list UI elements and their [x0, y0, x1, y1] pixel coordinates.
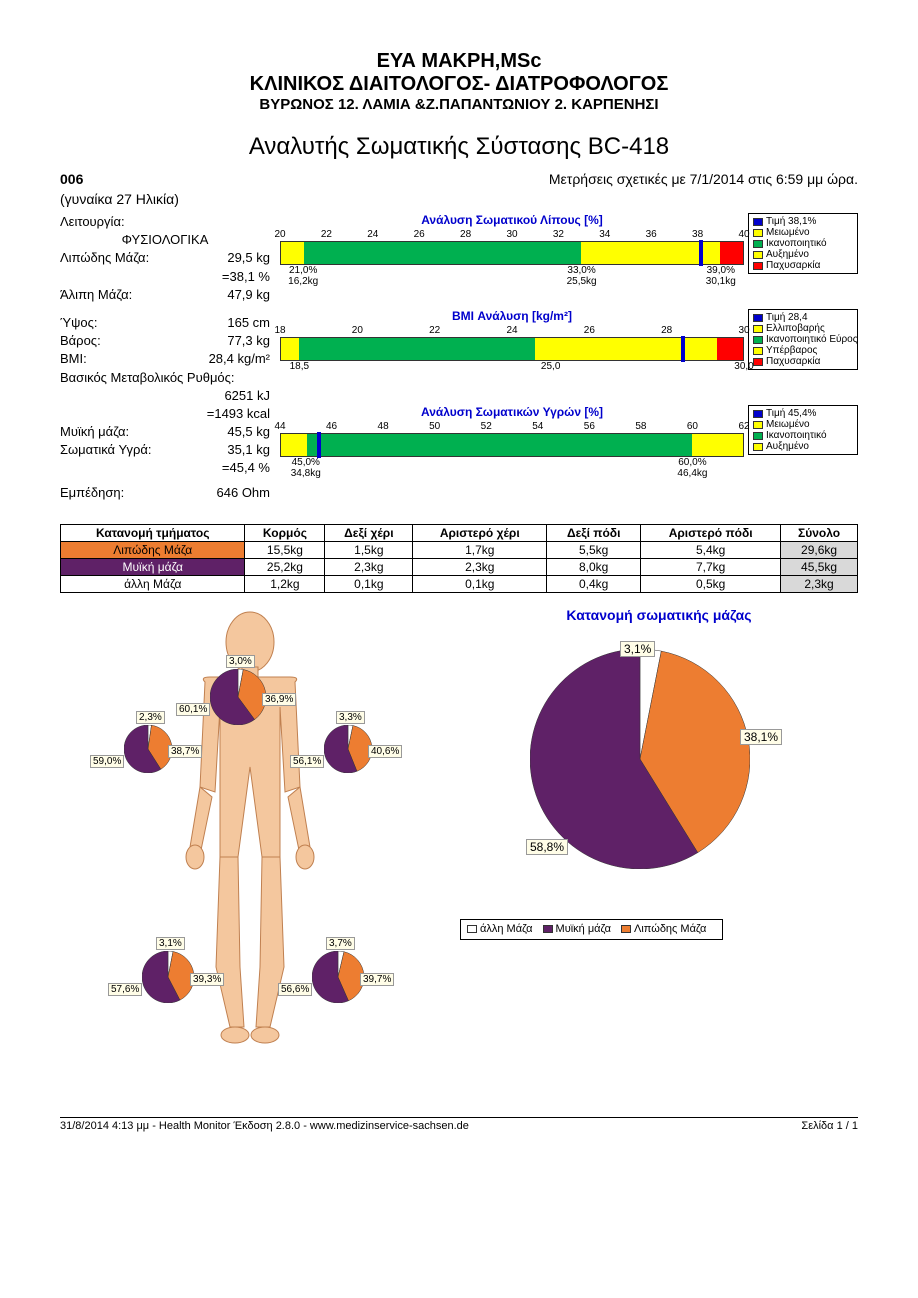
water-pct: =45,4 % — [60, 459, 270, 477]
water-chart: Ανάλυση Σωματικών Υγρών [%]4446485052545… — [280, 405, 858, 483]
report-title: Αναλυτής Σωματικής Σύστασης BC-418 — [60, 133, 858, 161]
body-figure: 3,0%36,9%60,1%2,3%38,7%59,0%3,3%40,6%56,… — [60, 607, 440, 1087]
clinic-address: ΒΥΡΩΝΟΣ 12. ΛΑΜΙΑ &Ζ.ΠΑΠΑΝΤΩΝΙΟΥ 2. ΚΑΡΠ… — [60, 96, 858, 113]
mode-value: ΦΥΣΙΟΛΟΓΙΚΑ — [60, 231, 270, 249]
bmr-kcal: =1493 kcal — [60, 405, 270, 423]
footer-right: Σελίδα 1 / 1 — [801, 1120, 858, 1132]
water-title: Ανάλυση Σωματικών Υγρών [%] — [280, 405, 744, 419]
footer-left: 31/8/2014 4:13 μμ - Health Monitor Έκδοσ… — [60, 1120, 469, 1132]
clinician-title: ΚΛΙΝΙΚΟΣ ΔΙΑΙΤΟΛΟΓΟΣ- ΔΙΑΤΡΟΦΟΛΟΓΟΣ — [60, 73, 858, 96]
subject-info: (γυναίκα 27 Ηλικία) — [60, 191, 858, 207]
fat-mass-pct: =38,1 % — [60, 268, 270, 286]
mini-pie-right-arm — [124, 725, 172, 773]
water-label: Σωματικά Υγρά: — [60, 441, 152, 459]
fat-mass-label: Λιπώδης Μάζα: — [60, 249, 149, 267]
bmi-title: BMI Ανάλυση [kg/m²] — [280, 309, 744, 323]
distribution-table: Κατανομή τμήματοςΚορμόςΔεξί χέριΑριστερό… — [60, 524, 858, 593]
water-legend: Τιμή 45,4%ΜειωμένοΙκανοποιητικόΑυξημένο — [748, 405, 858, 455]
bmr-label: Βασικός Μεταβολικός Ρυθμός: — [60, 369, 270, 387]
weight-label: Βάρος: — [60, 332, 101, 350]
water-value: 35,1 kg — [227, 441, 270, 459]
pie-legend: άλλη ΜάζαΜυϊκή μάζαΛιπώδης Μάζα — [460, 919, 723, 940]
mini-pie-trunk — [210, 669, 266, 725]
bmr-kj: 6251 kJ — [60, 387, 270, 405]
mini-pie-left-leg — [312, 951, 364, 1003]
clinician-name: ΕΥΑ ΜΑΚΡΗ,MSc — [60, 50, 858, 73]
mini-pie-right-leg — [142, 951, 194, 1003]
height-label: Ύψος: — [60, 314, 98, 332]
lean-mass-value: 47,9 kg — [227, 286, 270, 304]
bmi-legend: Τιμή 28,4ΕλλιποβαρήςΙκανοποιητικό ΕύροςΥ… — [748, 309, 858, 370]
fat-title: Ανάλυση Σωματικού Λίπους [%] — [280, 213, 744, 227]
patient-id: 006 — [60, 171, 83, 187]
muscle-value: 45,5 kg — [227, 423, 270, 441]
lean-mass-label: Άλιπη Μάζα: — [60, 286, 132, 304]
measurement-date: Μετρήσεις σχετικές με 7/1/2014 στις 6:59… — [549, 171, 858, 187]
impedance-label: Εμπέδηση: — [60, 484, 124, 502]
fat-mass-value: 29,5 kg — [227, 249, 270, 267]
bmi-chart: BMI Ανάλυση [kg/m²]1820222426283018,525,… — [280, 309, 858, 387]
bmi-value: 28,4 kg/m² — [209, 350, 270, 368]
bmi-label: BMI: — [60, 350, 87, 368]
weight-value: 77,3 kg — [227, 332, 270, 350]
body-mass-pie: 3,1%38,1%58,8% — [460, 639, 858, 899]
impedance-value: 646 Ohm — [217, 484, 270, 502]
measurements-panel: Λειτουργία: ΦΥΣΙΟΛΟΓΙΚΑ Λιπώδης Μάζα: 29,… — [60, 213, 270, 512]
height-value: 165 cm — [227, 314, 270, 332]
mode-label: Λειτουργία: — [60, 213, 270, 231]
mini-pie-left-arm — [324, 725, 372, 773]
fat-chart: Ανάλυση Σωματικού Λίπους [%]202224262830… — [280, 213, 858, 291]
fat-legend: Τιμή 38,1%ΜειωμένοΙκανοποιητικόΑυξημένοΠ… — [748, 213, 858, 274]
muscle-label: Μυϊκή μάζα: — [60, 423, 129, 441]
big-pie-title: Κατανομή σωματικής μάζας — [460, 607, 858, 623]
clinic-header: ΕΥΑ ΜΑΚΡΗ,MSc ΚΛΙΝΙΚΟΣ ΔΙΑΙΤΟΛΟΓΟΣ- ΔΙΑΤ… — [60, 50, 858, 113]
